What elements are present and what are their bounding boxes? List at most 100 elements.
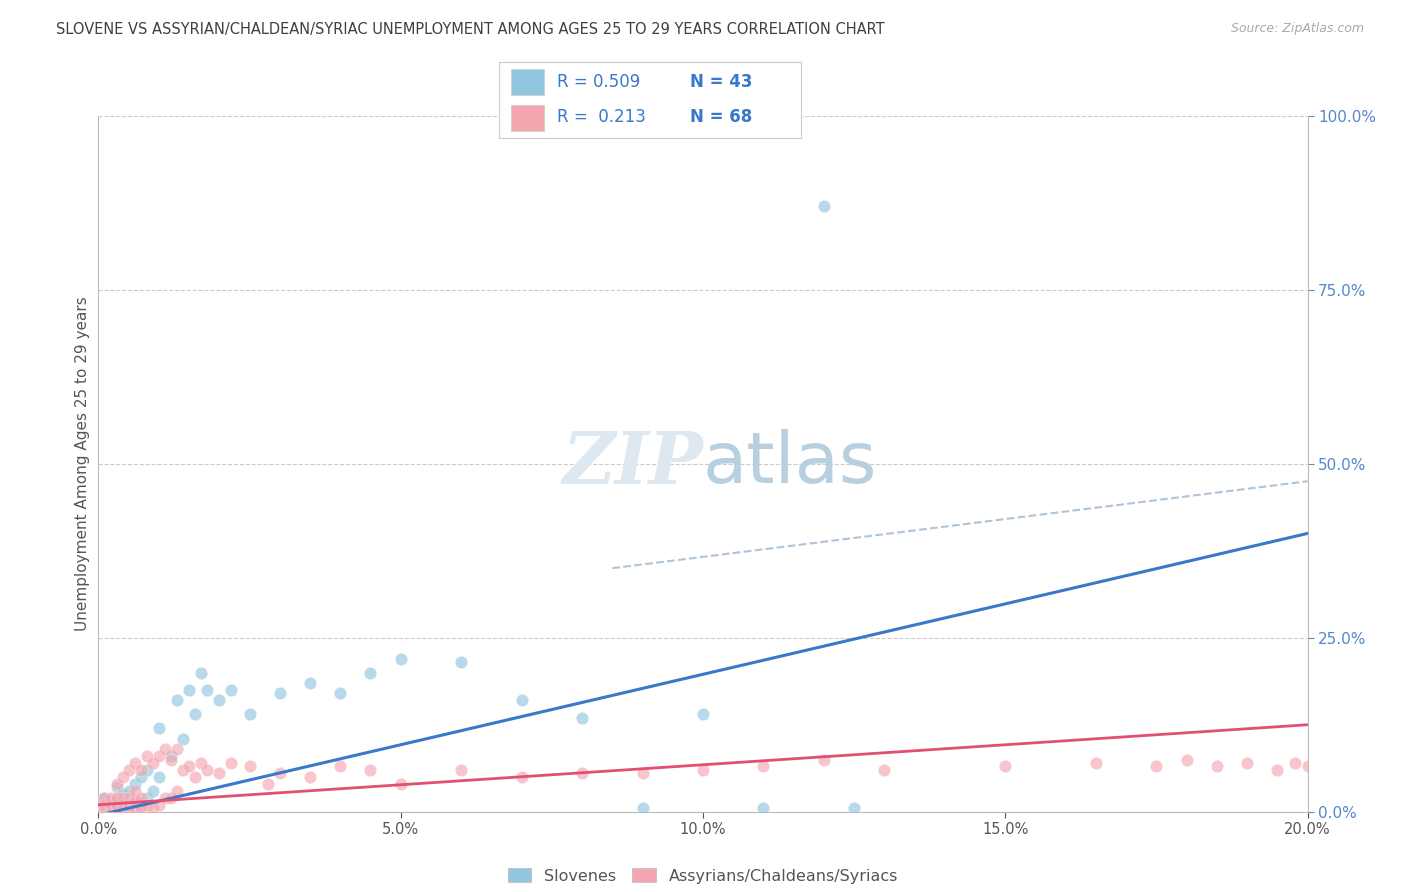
Point (269, 766, 291, 780)
Point (135, 790, 157, 805)
Point (844, 801, 866, 815)
Point (329, 686, 352, 700)
Point (172, 763, 194, 777)
Point (1144, 759, 1167, 773)
Point (118, 784, 141, 798)
Point (166, 742, 188, 756)
Point (100, 794, 122, 808)
Text: R =  0.213: R = 0.213 (557, 108, 645, 126)
Point (389, 651, 412, 665)
Point (208, 766, 231, 780)
Point (105, 790, 128, 805)
Point (148, 749, 170, 764)
FancyBboxPatch shape (512, 105, 544, 130)
Point (124, 794, 146, 808)
Point (160, 749, 183, 764)
Point (195, 763, 218, 777)
Point (1284, 756, 1306, 770)
Point (100, 797, 122, 812)
Text: ZIP: ZIP (562, 428, 703, 500)
Point (129, 770, 152, 784)
Text: Source: ZipAtlas.com: Source: ZipAtlas.com (1230, 22, 1364, 36)
Point (239, 759, 262, 773)
Point (124, 801, 146, 815)
Point (389, 777, 412, 791)
Point (142, 756, 165, 770)
Point (256, 777, 278, 791)
Text: N = 68: N = 68 (689, 108, 752, 126)
Text: SLOVENE VS ASSYRIAN/CHALDEAN/SYRIAC UNEMPLOYMENT AMONG AGES 25 TO 29 YEARS CORRE: SLOVENE VS ASSYRIAN/CHALDEAN/SYRIAC UNEM… (56, 22, 884, 37)
Point (160, 753, 183, 767)
Point (692, 763, 714, 777)
Point (1236, 756, 1258, 770)
Point (190, 756, 212, 770)
Point (166, 784, 188, 798)
Point (208, 693, 231, 707)
Point (360, 665, 382, 680)
Point (93, 801, 115, 815)
Point (111, 770, 134, 784)
Point (135, 797, 157, 812)
Point (148, 797, 170, 812)
Point (813, 199, 835, 213)
Text: N = 43: N = 43 (689, 73, 752, 91)
Text: atlas: atlas (703, 429, 877, 499)
Point (510, 693, 533, 707)
Point (1085, 756, 1108, 770)
Point (100, 801, 122, 815)
Point (1267, 763, 1289, 777)
Point (124, 756, 146, 770)
Point (184, 707, 207, 722)
Point (124, 784, 146, 798)
Y-axis label: Unemployment Among Ages 25 to 29 years: Unemployment Among Ages 25 to 29 years (75, 296, 90, 632)
Point (148, 721, 170, 735)
Point (329, 759, 352, 773)
Point (166, 693, 188, 707)
Point (571, 711, 593, 725)
Point (93, 801, 115, 815)
Point (1175, 753, 1198, 767)
Point (450, 763, 472, 777)
Point (93, 790, 115, 805)
Point (105, 801, 128, 815)
Point (450, 655, 472, 669)
Point (1296, 759, 1319, 773)
Point (692, 707, 714, 722)
Point (111, 788, 134, 801)
Point (142, 784, 165, 798)
Point (510, 770, 533, 784)
Point (135, 763, 157, 777)
Point (93, 797, 115, 812)
Point (1206, 759, 1229, 773)
Point (631, 766, 654, 780)
Point (105, 780, 128, 795)
Point (118, 797, 141, 812)
Point (160, 790, 183, 805)
Point (994, 759, 1017, 773)
Point (172, 731, 194, 746)
Point (148, 770, 170, 784)
Point (752, 759, 775, 773)
Text: R = 0.509: R = 0.509 (557, 73, 640, 91)
Point (179, 683, 201, 698)
Point (129, 790, 152, 805)
Point (135, 749, 157, 764)
Point (111, 797, 134, 812)
Point (100, 801, 122, 815)
Point (124, 777, 146, 791)
Point (873, 763, 896, 777)
Point (813, 753, 835, 767)
Legend: Slovenes, Assyrians/Chaldeans/Syriacs: Slovenes, Assyrians/Chaldeans/Syriacs (508, 868, 898, 884)
Point (105, 777, 128, 791)
Point (631, 801, 654, 815)
Point (129, 801, 152, 815)
Point (360, 763, 382, 777)
FancyBboxPatch shape (512, 70, 544, 95)
Point (111, 790, 134, 805)
Point (571, 766, 593, 780)
Point (269, 686, 291, 700)
Point (124, 794, 146, 808)
Point (129, 763, 152, 777)
Point (179, 759, 201, 773)
Point (752, 801, 775, 815)
